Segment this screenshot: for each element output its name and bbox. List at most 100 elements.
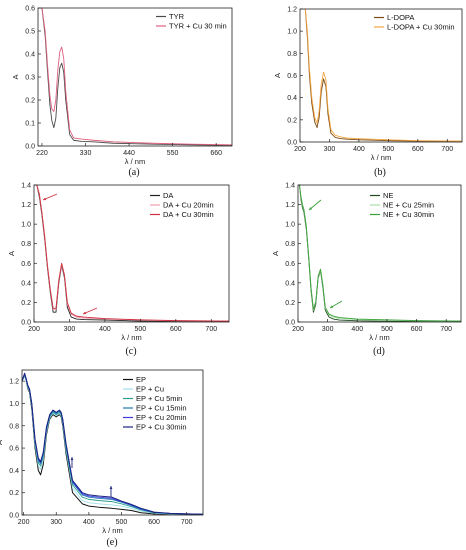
arrow-head — [330, 305, 334, 308]
annotation-arrows — [42, 193, 98, 315]
legend-label: NE — [383, 191, 393, 200]
x-tick-label: 330 — [80, 150, 92, 157]
legend-label: TYR — [169, 12, 185, 21]
legend-label: L-DOPA + Cu 30min — [387, 23, 455, 32]
x-tick-label: 500 — [383, 146, 395, 153]
x-tick-label: 400 — [351, 326, 363, 333]
x-tick-label: 400 — [353, 146, 365, 153]
y-tick-label: 0.4 — [21, 280, 31, 287]
chart-panel-d: 200 300 400 500 600 700 0.0 0.2 0.4 0.6 0.8 1.0 1.2 1… — [271, 183, 462, 357]
y-tick-label: 1.2 — [285, 202, 295, 209]
plot-frame — [33, 184, 230, 323]
x-tick-label: 200 — [294, 146, 306, 153]
series-group — [34, 185, 229, 322]
legend-label: DA + Cu 30min — [163, 210, 214, 219]
y-tick-label: 0.4 — [25, 52, 35, 59]
y-tick-label: 0.6 — [25, 6, 35, 13]
arrow-head — [109, 486, 113, 489]
x-axis-label: λ / nm — [121, 333, 141, 342]
x-tick-label: 600 — [148, 519, 160, 526]
legend-label: EP + Cu 20min — [136, 413, 187, 422]
x-tick-label: 300 — [64, 326, 76, 333]
x-tick-label: 550 — [167, 150, 179, 157]
legend-label: NE + Cu 25min — [383, 201, 434, 210]
panel-label: (b) — [374, 167, 386, 178]
x-tick-label: 440 — [123, 150, 135, 157]
x-tick-label: 220 — [36, 150, 48, 157]
x-tick-label: 200 — [18, 519, 30, 526]
y-tick-label: 1.0 — [21, 222, 31, 229]
y-tick-label: 0.5 — [25, 29, 35, 36]
y-tick-label: 1.4 — [285, 183, 295, 190]
x-tick-label: 200 — [292, 326, 304, 333]
legend-label: EP — [136, 375, 146, 384]
x-tick-label: 300 — [324, 146, 336, 153]
y-tick-label: 1.2 — [9, 379, 19, 386]
legend-label: EP + Cu — [136, 385, 164, 394]
y-tick-label: 0.2 — [25, 98, 35, 105]
y-tick-label: 1.0 — [285, 222, 295, 229]
legend-label: L-DOPA — [387, 13, 414, 22]
y-tick-label: 0.2 — [285, 300, 295, 307]
x-tick-label: 500 — [135, 326, 147, 333]
y-tick-label: 0.6 — [285, 261, 295, 268]
y-tick-label: 0.8 — [285, 241, 295, 248]
y-axis-label: A — [271, 251, 280, 256]
chart-panel-a: 220 330 440 550 660 0.0 0.1 0.2 0.3 0.4 0.5 0.6 λ / … — [11, 6, 233, 178]
arrow-head — [43, 197, 47, 201]
y-tick-label: 0.0 — [25, 144, 35, 151]
annotation-arrows — [308, 199, 343, 309]
series-line — [298, 185, 461, 322]
series-line — [38, 8, 232, 146]
series-line — [34, 185, 229, 322]
x-tick-label: 400 — [99, 326, 111, 333]
arrow-head — [309, 207, 313, 210]
series-group — [38, 8, 232, 146]
chart-panel-e: 200 300 400 500 600 700 0.0 0.2 0.4 0.6 0.8 1.0 1.2 λ… — [0, 369, 204, 548]
y-axis-label: A — [0, 440, 4, 445]
legend-label: DA — [163, 191, 173, 200]
panel-label: (d) — [373, 346, 385, 357]
y-tick-label: 0.2 — [287, 117, 297, 124]
chart-panel-b: 200 300 400 500 600 700 0.0 0.2 0.4 0.6 0.8 1.0 1.2 λ… — [273, 7, 463, 178]
series-line — [22, 372, 203, 515]
y-tick-label: 0.8 — [287, 51, 297, 58]
x-tick-label: 600 — [411, 326, 423, 333]
panel-label: (e) — [106, 537, 117, 548]
y-tick-label: 0.2 — [21, 300, 31, 307]
y-tick-label: 0.2 — [9, 490, 19, 497]
plot-frame — [21, 369, 204, 516]
legend-label: TYR + Cu 30 min — [169, 22, 227, 31]
x-tick-label: 700 — [205, 326, 217, 333]
y-axis-label: A — [7, 251, 16, 256]
x-tick-label: 660 — [210, 150, 222, 157]
x-tick-label: 700 — [181, 519, 193, 526]
x-tick-label: 300 — [322, 326, 334, 333]
y-tick-label: 0.0 — [285, 320, 295, 327]
x-axis-label: λ / nm — [371, 153, 391, 162]
x-axis-label: λ / nm — [369, 333, 389, 342]
series-group — [298, 185, 461, 322]
x-axis-label: λ / nm — [125, 157, 145, 166]
y-tick-label: 1.2 — [21, 202, 31, 209]
x-tick-label: 200 — [28, 326, 40, 333]
y-axis-label: A — [273, 73, 282, 78]
y-tick-label: 0.0 — [21, 320, 31, 327]
y-tick-label: 0.4 — [285, 280, 295, 287]
y-tick-label: 0.6 — [287, 73, 297, 80]
legend-label: EP + Cu 5min — [136, 394, 182, 403]
arrow-head — [70, 457, 74, 460]
y-tick-label: 0.3 — [25, 75, 35, 82]
series-group — [22, 372, 203, 515]
panel-label: (a) — [128, 167, 139, 178]
x-tick-label: 500 — [381, 326, 393, 333]
y-tick-label: 0.0 — [9, 513, 19, 520]
plot-frame — [297, 184, 462, 323]
legend-label: DA + Cu 20min — [163, 201, 214, 210]
